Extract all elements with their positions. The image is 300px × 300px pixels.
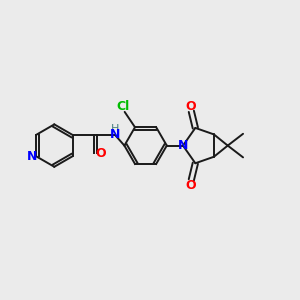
Text: O: O [185,100,196,112]
Text: H: H [111,124,119,134]
Text: N: N [27,150,38,163]
Text: N: N [110,128,120,142]
Text: O: O [95,147,106,160]
Text: O: O [185,178,196,192]
Text: N: N [178,139,188,152]
Text: Cl: Cl [117,100,130,113]
